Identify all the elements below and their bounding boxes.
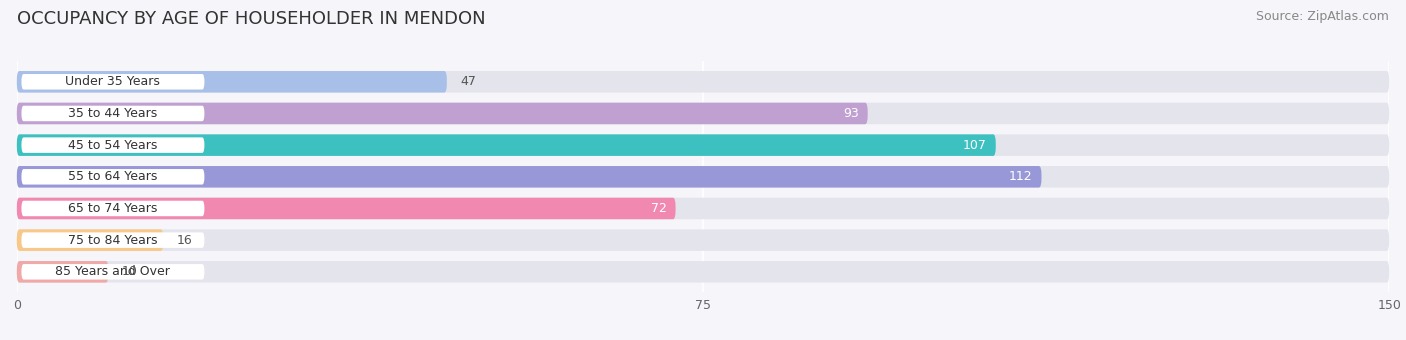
Text: OCCUPANCY BY AGE OF HOUSEHOLDER IN MENDON: OCCUPANCY BY AGE OF HOUSEHOLDER IN MENDO…	[17, 10, 485, 28]
FancyBboxPatch shape	[17, 166, 1389, 188]
FancyBboxPatch shape	[17, 134, 995, 156]
Text: 93: 93	[842, 107, 859, 120]
Text: 75 to 84 Years: 75 to 84 Years	[67, 234, 157, 246]
Text: 72: 72	[651, 202, 666, 215]
FancyBboxPatch shape	[21, 137, 204, 153]
Text: 35 to 44 Years: 35 to 44 Years	[69, 107, 157, 120]
FancyBboxPatch shape	[21, 106, 204, 121]
FancyBboxPatch shape	[21, 169, 204, 185]
Text: 65 to 74 Years: 65 to 74 Years	[69, 202, 157, 215]
FancyBboxPatch shape	[21, 264, 204, 279]
FancyBboxPatch shape	[17, 71, 447, 92]
FancyBboxPatch shape	[17, 103, 1389, 124]
FancyBboxPatch shape	[17, 198, 1389, 219]
FancyBboxPatch shape	[17, 166, 1042, 188]
FancyBboxPatch shape	[21, 201, 204, 216]
FancyBboxPatch shape	[17, 261, 108, 283]
FancyBboxPatch shape	[17, 71, 1389, 92]
FancyBboxPatch shape	[17, 198, 675, 219]
Text: 16: 16	[177, 234, 193, 246]
FancyBboxPatch shape	[17, 230, 1389, 251]
Text: 55 to 64 Years: 55 to 64 Years	[69, 170, 157, 183]
Text: Under 35 Years: Under 35 Years	[66, 75, 160, 88]
FancyBboxPatch shape	[17, 134, 1389, 156]
Text: 10: 10	[122, 265, 138, 278]
FancyBboxPatch shape	[17, 230, 163, 251]
FancyBboxPatch shape	[17, 261, 1389, 283]
FancyBboxPatch shape	[17, 103, 868, 124]
FancyBboxPatch shape	[21, 74, 204, 89]
FancyBboxPatch shape	[21, 232, 204, 248]
Text: 112: 112	[1008, 170, 1032, 183]
Text: 107: 107	[963, 139, 987, 152]
Text: 45 to 54 Years: 45 to 54 Years	[69, 139, 157, 152]
Text: Source: ZipAtlas.com: Source: ZipAtlas.com	[1256, 10, 1389, 23]
Text: 85 Years and Over: 85 Years and Over	[55, 265, 170, 278]
Text: 47: 47	[461, 75, 477, 88]
